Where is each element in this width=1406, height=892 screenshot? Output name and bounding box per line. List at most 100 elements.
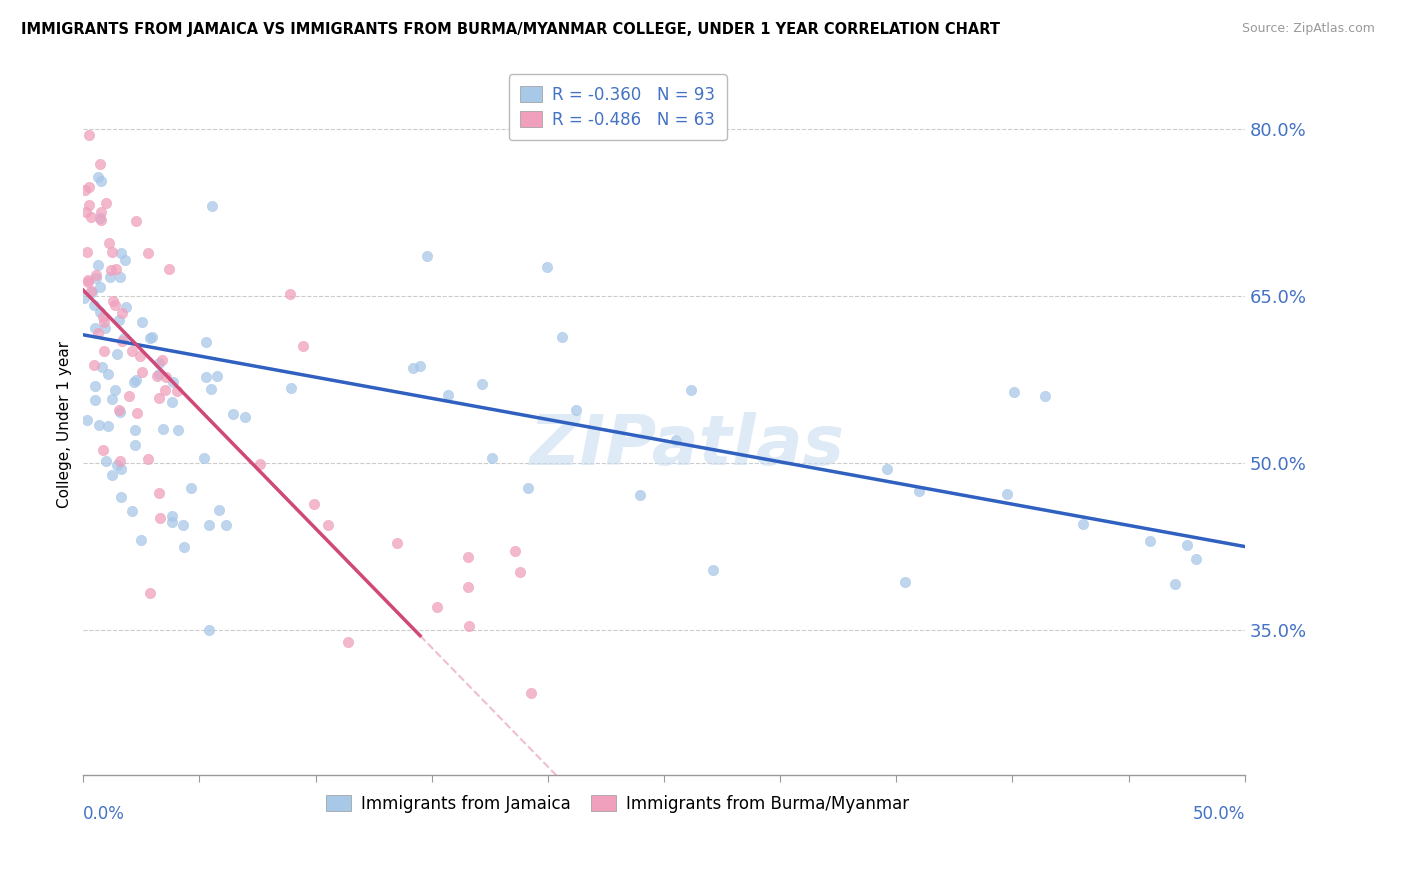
Point: [249, 457, 271, 471]
Point: [118, 389, 141, 403]
Point: [193, 451, 215, 466]
Point: [108, 270, 131, 285]
Point: [125, 213, 148, 227]
Point: [97, 235, 120, 250]
Point: [110, 245, 132, 260]
Point: [87, 170, 110, 185]
Point: [702, 563, 724, 577]
Point: [155, 369, 177, 384]
Point: [76, 245, 98, 260]
Point: [77, 198, 100, 212]
Point: [114, 252, 136, 267]
Point: [457, 619, 479, 633]
Point: [75, 183, 97, 197]
Point: [146, 369, 169, 384]
Point: [628, 488, 651, 502]
Point: [77, 180, 100, 194]
Point: [436, 388, 458, 402]
Point: [157, 262, 180, 277]
Point: [551, 330, 574, 344]
Point: [89, 305, 111, 319]
Point: [100, 263, 122, 277]
Point: [96, 454, 118, 468]
Point: [84, 271, 107, 285]
Point: [121, 343, 143, 358]
Point: [83, 379, 105, 393]
Point: [194, 335, 217, 350]
Point: [302, 497, 325, 511]
Point: [105, 261, 128, 276]
Point: [416, 249, 439, 263]
Point: [457, 580, 479, 594]
Point: [1139, 534, 1161, 549]
Point: [94, 321, 117, 335]
Point: [93, 344, 115, 359]
Point: [1185, 551, 1208, 566]
Point: [198, 517, 221, 532]
Point: [84, 321, 107, 335]
Point: [89, 211, 111, 226]
Point: [125, 406, 148, 420]
Point: [89, 417, 111, 432]
Point: [86, 268, 108, 283]
Point: [110, 305, 132, 319]
Point: [995, 487, 1018, 501]
Point: [114, 300, 136, 314]
Point: [160, 509, 183, 524]
Point: [110, 462, 132, 476]
Point: [876, 462, 898, 476]
Point: [89, 279, 111, 293]
Point: [149, 511, 172, 525]
Point: [101, 293, 124, 308]
Point: [139, 331, 162, 345]
Point: [89, 157, 111, 171]
Point: [87, 326, 110, 341]
Point: [93, 315, 115, 329]
Point: [105, 347, 128, 361]
Point: [425, 600, 447, 615]
Point: [75, 204, 97, 219]
Point: [129, 533, 152, 547]
Legend: Immigrants from Jamaica, Immigrants from Burma/Myanmar: Immigrants from Jamaica, Immigrants from…: [319, 788, 915, 819]
Point: [94, 195, 117, 210]
Point: [138, 586, 160, 600]
Point: [80, 284, 103, 298]
Point: [90, 212, 112, 227]
Point: [93, 310, 115, 325]
Point: [97, 367, 120, 381]
Point: [402, 360, 425, 375]
Point: [104, 298, 127, 312]
Point: [215, 518, 238, 533]
Point: [100, 392, 122, 406]
Point: [167, 423, 190, 437]
Point: [180, 481, 202, 495]
Point: [77, 128, 100, 142]
Point: [107, 403, 129, 417]
Point: [517, 481, 540, 495]
Point: [77, 275, 100, 289]
Point: [316, 518, 339, 533]
Point: [136, 246, 159, 260]
Point: [457, 550, 479, 565]
Point: [908, 483, 931, 498]
Point: [205, 369, 228, 384]
Point: [108, 405, 131, 419]
Point: [125, 373, 148, 387]
Point: [97, 419, 120, 434]
Point: [80, 285, 103, 300]
Point: [110, 490, 132, 504]
Point: [83, 298, 105, 312]
Text: ZIPatlas: ZIPatlas: [530, 411, 845, 478]
Point: [112, 330, 135, 344]
Point: [291, 339, 314, 353]
Point: [122, 375, 145, 389]
Point: [162, 516, 184, 530]
Point: [148, 391, 170, 405]
Point: [503, 544, 526, 558]
Point: [1033, 389, 1056, 403]
Point: [128, 349, 150, 363]
Point: [162, 375, 184, 389]
Point: [408, 359, 430, 374]
Point: [150, 352, 173, 367]
Point: [79, 210, 101, 224]
